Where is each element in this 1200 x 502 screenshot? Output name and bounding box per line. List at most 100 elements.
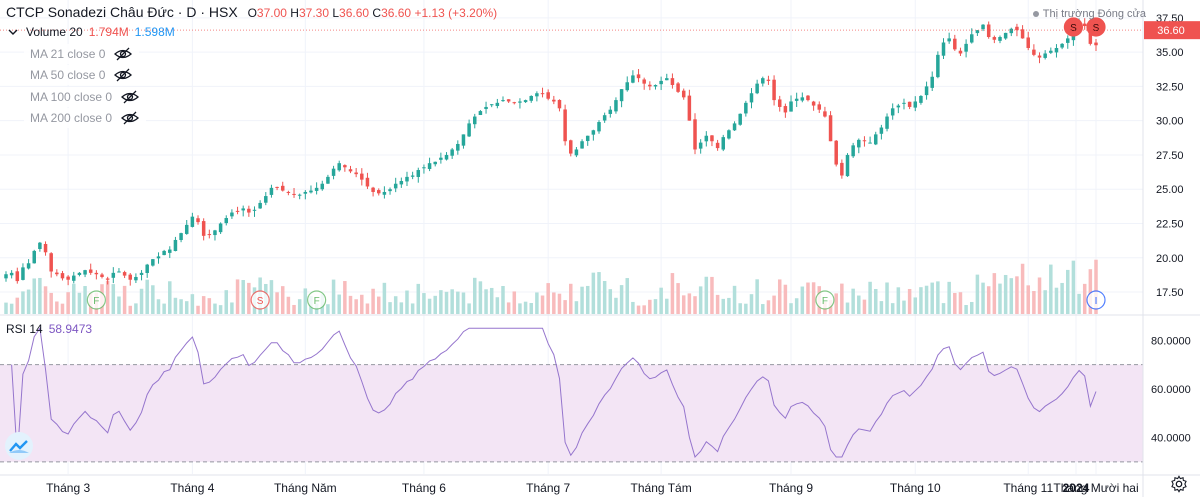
chevron-down-icon[interactable]	[6, 25, 20, 39]
candle-body	[512, 102, 517, 104]
candle-body	[602, 115, 607, 121]
volume-bar	[393, 296, 398, 314]
candle-body	[535, 93, 539, 97]
candle-body	[1066, 38, 1070, 43]
volume-bar	[523, 301, 528, 314]
event-marker[interactable]	[1086, 290, 1106, 310]
ma-200-legend[interactable]: MA 200 close 0	[24, 108, 147, 128]
ma-50-label: MA 50 close 0	[30, 68, 106, 82]
volume-bar	[868, 281, 872, 314]
volume-legend[interactable]: Volume 20 1.794M 1.598M	[6, 25, 175, 39]
volume-bar	[4, 302, 8, 314]
volume-bar	[427, 298, 432, 314]
candle-body	[648, 84, 652, 87]
candle-body	[489, 104, 494, 106]
candle-body	[811, 101, 816, 106]
volume-bar	[580, 286, 584, 314]
volume-bar	[111, 284, 116, 314]
volume-bar	[557, 293, 562, 314]
candle-body	[201, 221, 206, 236]
candle-body	[744, 102, 748, 114]
volume-bar	[1071, 260, 1076, 314]
volume-bar	[495, 297, 500, 314]
volume-bar	[986, 286, 991, 314]
volume-bar	[156, 299, 161, 314]
gear-icon[interactable]	[1170, 475, 1188, 493]
eye-hidden-icon[interactable]	[120, 89, 140, 105]
volume-bar	[608, 289, 613, 314]
volume-bar	[326, 304, 330, 314]
ma-21-legend[interactable]: MA 21 close 0	[24, 44, 140, 64]
candle-body	[38, 242, 42, 249]
tradingview-logo-icon[interactable]	[4, 431, 34, 461]
candle-body	[360, 173, 364, 180]
candle-body	[851, 145, 855, 157]
rsi-legend[interactable]: RSI 14 58.9473	[6, 322, 92, 336]
eye-hidden-icon[interactable]	[120, 110, 140, 126]
volume-bar	[9, 303, 14, 314]
candle-body	[314, 187, 319, 191]
candle-body	[179, 233, 183, 241]
price-tick-label: 35.00	[1156, 47, 1184, 59]
event-marker[interactable]	[86, 290, 106, 310]
candle-body	[523, 100, 528, 103]
ma-50-legend[interactable]: MA 50 close 0	[24, 65, 140, 85]
volume-bar	[721, 298, 726, 314]
candle-body	[60, 273, 65, 279]
volume-bar	[998, 283, 1002, 314]
volume-bar	[184, 301, 189, 314]
event-marker[interactable]	[307, 290, 327, 310]
volume-bar	[343, 281, 347, 314]
volume-bar	[450, 289, 454, 314]
candle-body	[569, 140, 573, 154]
rsi-band	[0, 364, 1143, 463]
volume-bar	[552, 292, 556, 314]
candle-body	[230, 212, 234, 217]
candle-body	[382, 191, 387, 195]
volume-bar	[72, 283, 76, 314]
price-tick-label: 17.50	[1156, 287, 1184, 299]
candle-body	[806, 95, 810, 101]
price-tick-label: 20.00	[1156, 253, 1184, 265]
volume-bar	[924, 285, 929, 314]
candle-body	[247, 208, 251, 213]
candle-body	[134, 276, 138, 281]
candle-body	[614, 100, 618, 112]
candle-body	[484, 106, 488, 110]
candle-body	[907, 101, 912, 107]
volume-bar	[286, 296, 291, 314]
volume-bar	[970, 301, 974, 314]
volume-bar	[405, 290, 409, 314]
eye-hidden-icon[interactable]	[113, 46, 133, 62]
volume-bar	[43, 286, 48, 314]
candle-body	[55, 272, 59, 275]
event-marker[interactable]	[250, 290, 270, 310]
candle-body	[1015, 26, 1019, 31]
candle-body	[919, 95, 923, 103]
event-marker[interactable]	[1086, 17, 1106, 37]
eye-hidden-icon[interactable]	[113, 67, 133, 83]
volume-bar	[269, 280, 274, 314]
candle-body	[936, 54, 940, 78]
time-tick-label: Tháng 11	[1003, 481, 1053, 495]
volume-bar	[433, 295, 437, 314]
candle-body	[337, 163, 341, 171]
interval-label[interactable]: D	[186, 4, 197, 20]
event-marker[interactable]	[815, 290, 835, 310]
candle-body	[26, 263, 31, 269]
candle-body	[331, 168, 336, 176]
candle-body	[9, 272, 14, 276]
candle-body	[32, 250, 36, 264]
ma-100-legend[interactable]: MA 100 close 0	[24, 87, 147, 107]
candle-body	[1054, 47, 1059, 53]
volume-bar	[879, 301, 884, 314]
candle-body	[766, 79, 771, 81]
volume-bars	[4, 259, 1098, 314]
volume-bar	[60, 303, 65, 314]
volume-bar	[625, 278, 629, 314]
candle-body	[478, 111, 483, 116]
candle-body	[930, 76, 934, 88]
event-marker[interactable]	[1063, 17, 1084, 37]
